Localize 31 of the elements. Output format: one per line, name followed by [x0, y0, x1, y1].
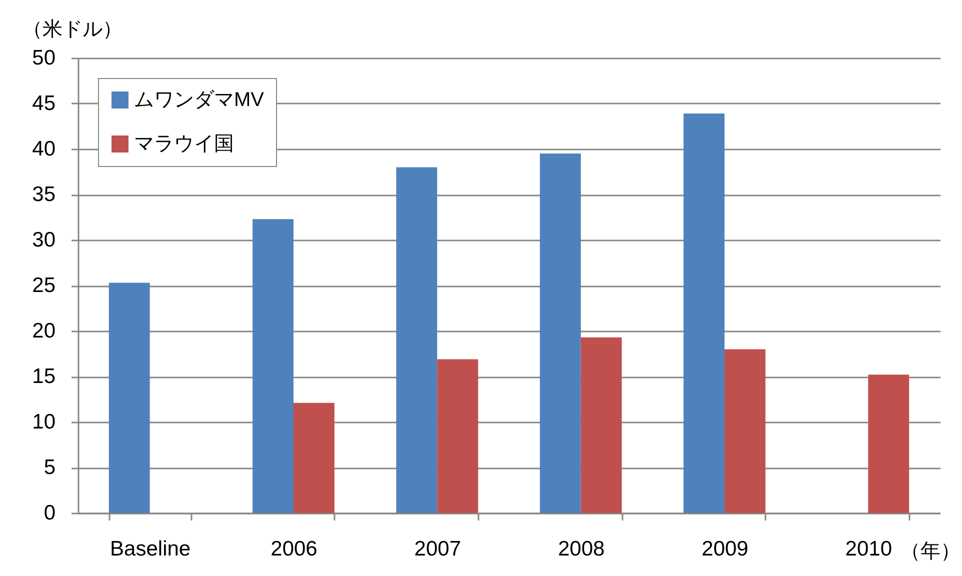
- bar: [437, 359, 478, 513]
- y-tick-label: 25: [32, 274, 56, 297]
- y-tick-label: 20: [32, 320, 56, 342]
- x-tick-label: 2006: [270, 538, 318, 560]
- bar: [108, 282, 150, 513]
- x-tick-label: 2010: [845, 538, 892, 560]
- y-tick-label: 0: [44, 502, 56, 524]
- bar: [252, 219, 294, 513]
- y-tick-label: 30: [32, 228, 56, 252]
- y-axis-title: （米ドル）: [22, 18, 122, 40]
- y-tick-label: 50: [32, 46, 56, 70]
- y-tick-label: 10: [32, 410, 56, 434]
- bar: [540, 154, 581, 513]
- legend-label: マラウイ国: [134, 133, 234, 155]
- x-tick-label: 2007: [414, 538, 462, 560]
- bar: [294, 402, 334, 513]
- x-axis-title: （年）: [900, 540, 960, 562]
- x-tick-label: 2009: [702, 538, 748, 560]
- x-tick-label: Baseline: [110, 538, 191, 560]
- y-tick-label: 5: [44, 456, 56, 479]
- bar: [684, 114, 724, 513]
- legend-label: ムワンダマMV: [134, 89, 265, 111]
- bar: [868, 374, 910, 513]
- bar: [724, 349, 766, 513]
- bar: [396, 167, 438, 513]
- y-tick-label: 45: [32, 92, 56, 115]
- y-tick-label: 40: [32, 138, 56, 160]
- y-tick-label: 35: [32, 183, 56, 206]
- x-tick-label: 2008: [558, 538, 605, 560]
- bar: [580, 337, 622, 513]
- y-tick-label: 15: [32, 365, 56, 388]
